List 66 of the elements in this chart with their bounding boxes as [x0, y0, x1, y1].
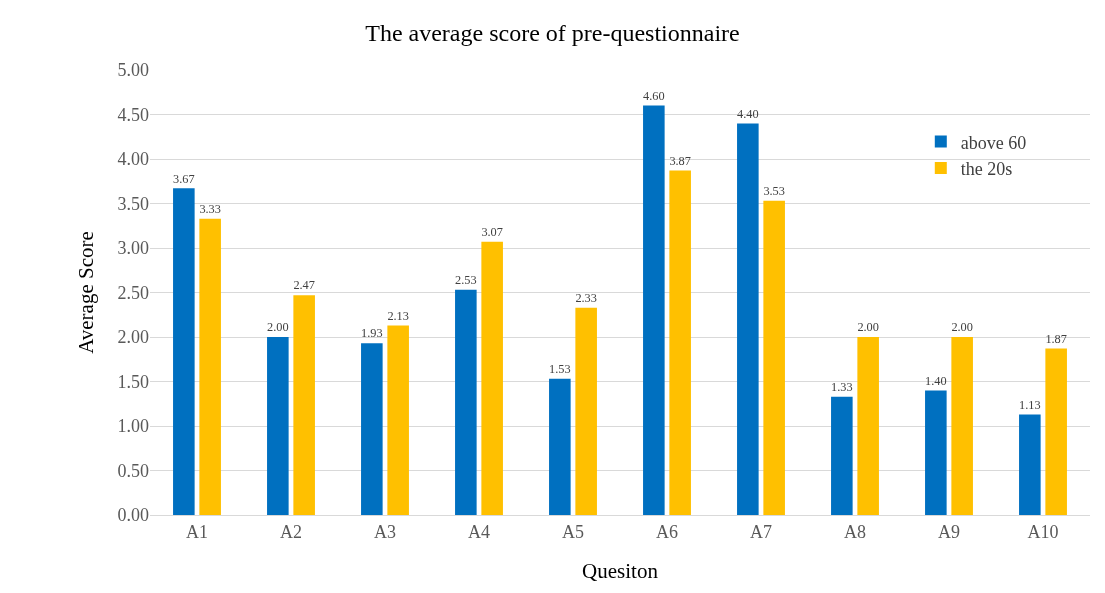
- data-label: 2.13: [387, 308, 409, 323]
- data-label: 2.00: [857, 320, 879, 335]
- x-axis-title: Quesiton: [582, 558, 659, 583]
- data-label: 3.67: [173, 171, 195, 186]
- y-tick-label: 0.00: [117, 505, 149, 526]
- data-label: 2.00: [951, 320, 973, 335]
- bar: [267, 337, 289, 515]
- data-label: 1.13: [1019, 397, 1041, 412]
- bar: [199, 218, 221, 515]
- bar: [831, 396, 853, 515]
- x-tick-label: A10: [1027, 521, 1059, 542]
- x-tick-label: A8: [844, 521, 866, 542]
- x-tick-label: A4: [468, 521, 490, 542]
- bar: [669, 170, 691, 515]
- x-tick-label: A6: [656, 521, 678, 542]
- x-tick-label: A7: [750, 521, 772, 542]
- bar: [173, 188, 195, 515]
- bar: [361, 343, 383, 515]
- y-tick-label: 1.00: [117, 416, 149, 437]
- bar: [481, 241, 503, 515]
- x-tick-label: A2: [280, 521, 302, 542]
- bar: [857, 337, 879, 515]
- y-tick-label: 2.50: [117, 282, 149, 303]
- data-label: 1.33: [831, 379, 853, 394]
- x-tick-label: A9: [938, 521, 960, 542]
- data-label: 1.93: [361, 326, 383, 341]
- y-tick-label: 4.50: [117, 104, 149, 125]
- y-tick-label: 4.00: [117, 149, 149, 170]
- legend-label: the 20s: [960, 159, 1013, 180]
- data-label: 1.53: [549, 362, 571, 377]
- bar: [643, 105, 665, 515]
- data-label: 1.40: [925, 373, 947, 388]
- y-tick-label: 0.50: [117, 460, 149, 481]
- data-label: 4.60: [643, 88, 665, 103]
- y-axis-title: Average Score: [73, 231, 98, 354]
- bar: [951, 337, 973, 515]
- bar: [575, 307, 597, 515]
- data-label: 3.07: [481, 225, 503, 240]
- data-label: 3.53: [763, 184, 785, 199]
- bar: [1045, 348, 1067, 515]
- data-label: 3.87: [669, 153, 691, 168]
- y-tick-label: 5.00: [117, 60, 149, 81]
- bar: [763, 200, 785, 515]
- bar: [925, 390, 947, 515]
- data-label: 2.47: [293, 278, 315, 293]
- bar: [293, 295, 315, 515]
- data-label: 2.33: [575, 290, 597, 305]
- data-label: 2.53: [455, 273, 477, 288]
- x-tick-label: A5: [562, 521, 584, 542]
- data-label: 2.00: [267, 320, 289, 335]
- bar: [455, 289, 477, 515]
- data-label: 1.87: [1045, 331, 1067, 346]
- bar: [1019, 414, 1041, 515]
- bar: [737, 123, 759, 515]
- x-tick-label: A1: [186, 521, 208, 542]
- data-label: 4.40: [737, 106, 759, 121]
- chart-title: The average score of pre-questionnaire: [365, 19, 740, 46]
- bar: [549, 378, 571, 515]
- bar: [387, 325, 409, 515]
- data-label: 3.33: [199, 201, 221, 216]
- legend-label: above 60: [960, 132, 1027, 153]
- y-tick-label: 3.50: [117, 193, 149, 214]
- y-tick-label: 1.50: [117, 371, 149, 392]
- y-tick-label: 2.00: [117, 327, 149, 348]
- y-tick-label: 3.00: [117, 238, 149, 259]
- x-tick-label: A3: [374, 521, 396, 542]
